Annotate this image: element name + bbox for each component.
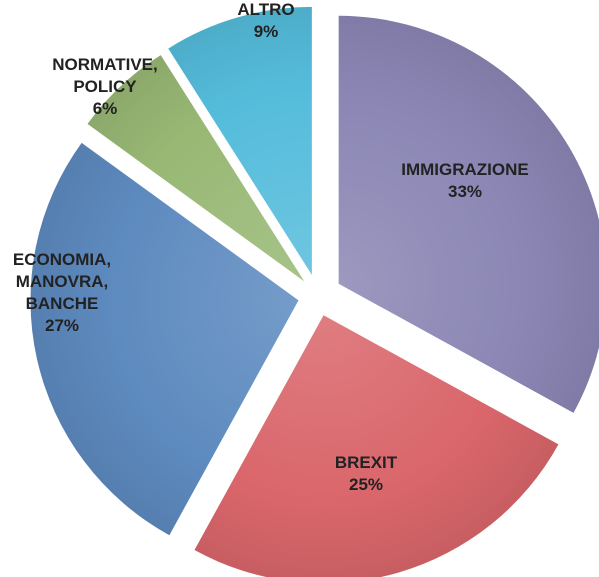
slice-percent: 6% [93,99,118,118]
slice-percent: 27% [45,316,79,335]
slice-category: IMMIGRAZIONE [401,160,529,179]
labels-layer: IMMIGRAZIONE 33% BREXIT 25% ECONOMIA, MANOVRA… [13,0,529,494]
slice-percent: 25% [349,475,383,494]
slice-category: POLICY [73,77,137,96]
slice-category: NORMATIVE, [52,55,157,74]
slice-category: ALTRO [237,0,294,19]
slice-label-economia: ECONOMIA, MANOVRA, BANCHE 27% [13,250,111,335]
slice-percent: 33% [448,182,482,201]
slice-label-immigrazione: IMMIGRAZIONE 33% [401,160,529,201]
pie-slice-economia [30,142,299,536]
slice-category: ECONOMIA, [13,250,111,269]
pie-slice-normative [87,55,305,282]
pie-slice-altro [168,6,312,275]
slices-layer [30,6,599,577]
slice-category: BANCHE [26,294,99,313]
slice-category: MANOVRA, [16,272,109,291]
slice-label-brexit: BREXIT 25% [335,453,398,494]
pie-slice-immigrazione [338,15,599,413]
slice-percent: 9% [254,22,279,41]
slice-label-normative: NORMATIVE, POLICY 6% [52,55,157,118]
slice-label-altro: ALTRO 9% [237,0,294,41]
slice-category: BREXIT [335,453,398,472]
pie-slice-brexit [194,315,559,577]
